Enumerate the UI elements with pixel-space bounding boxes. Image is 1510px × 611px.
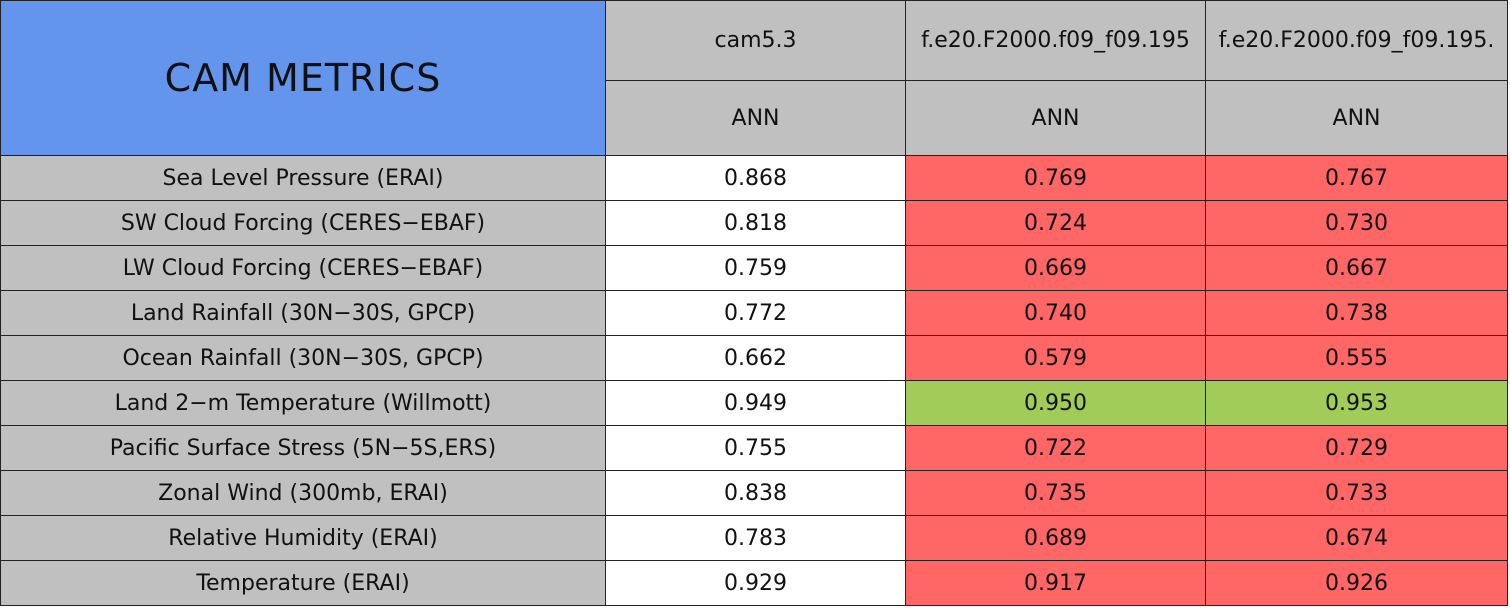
- value-cell: 0.929: [605, 560, 906, 606]
- row-label: Temperature (ERAI): [0, 560, 606, 606]
- column-name: cam5.3: [714, 28, 797, 53]
- row-label: LW Cloud Forcing (CERES−EBAF): [0, 245, 606, 291]
- row-label: Land Rainfall (30N−30S, GPCP): [0, 290, 606, 336]
- row-label: Land 2−m Temperature (Willmott): [0, 380, 606, 426]
- value-cell: 0.722: [905, 425, 1206, 471]
- value-cell: 0.783: [605, 515, 906, 561]
- value-cell: 0.689: [905, 515, 1206, 561]
- header-bg: [605, 0, 906, 81]
- season-cell: ANN: [905, 80, 1206, 156]
- value-cell: 0.868: [605, 155, 906, 201]
- value-cell: 0.953: [1205, 380, 1508, 426]
- value-cell: 0.662: [605, 335, 906, 381]
- value-cell: 0.729: [1205, 425, 1508, 471]
- season-cell: ANN: [1205, 80, 1508, 156]
- column-name: f.e20.F2000.f09_f09.195: [921, 28, 1190, 53]
- value-cell: 0.740: [905, 290, 1206, 336]
- value-cell: 0.949: [605, 380, 906, 426]
- value-cell: 0.579: [905, 335, 1206, 381]
- value-cell: 0.738: [1205, 290, 1508, 336]
- value-cell: 0.950: [905, 380, 1206, 426]
- title-cell: CAM METRICS: [0, 0, 606, 156]
- value-cell: 0.730: [1205, 200, 1508, 246]
- value-cell: 0.674: [1205, 515, 1508, 561]
- value-cell: 0.838: [605, 470, 906, 516]
- value-cell: 0.818: [605, 200, 906, 246]
- value-cell: 0.917: [905, 560, 1206, 606]
- row-label: Ocean Rainfall (30N−30S, GPCP): [0, 335, 606, 381]
- row-label: SW Cloud Forcing (CERES−EBAF): [0, 200, 606, 246]
- value-cell: 0.926: [1205, 560, 1508, 606]
- value-cell: 0.767: [1205, 155, 1508, 201]
- row-label: Relative Humidity (ERAI): [0, 515, 606, 561]
- value-cell: 0.733: [1205, 470, 1508, 516]
- season-cell: ANN: [605, 80, 906, 156]
- value-cell: 0.769: [905, 155, 1206, 201]
- row-label: Zonal Wind (300mb, ERAI): [0, 470, 606, 516]
- row-label: Pacific Surface Stress (5N−5S,ERS): [0, 425, 606, 471]
- value-cell: 0.669: [905, 245, 1206, 291]
- column-name: f.e20.F2000.f09_f09.195.: [1218, 28, 1495, 53]
- value-cell: 0.755: [605, 425, 906, 471]
- value-cell: 0.772: [605, 290, 906, 336]
- value-cell: 0.555: [1205, 335, 1508, 381]
- value-cell: 0.724: [905, 200, 1206, 246]
- header-bg: [905, 0, 1206, 81]
- value-cell: 0.759: [605, 245, 906, 291]
- value-cell: 0.735: [905, 470, 1206, 516]
- row-label: Sea Level Pressure (ERAI): [0, 155, 606, 201]
- value-cell: 0.667: [1205, 245, 1508, 291]
